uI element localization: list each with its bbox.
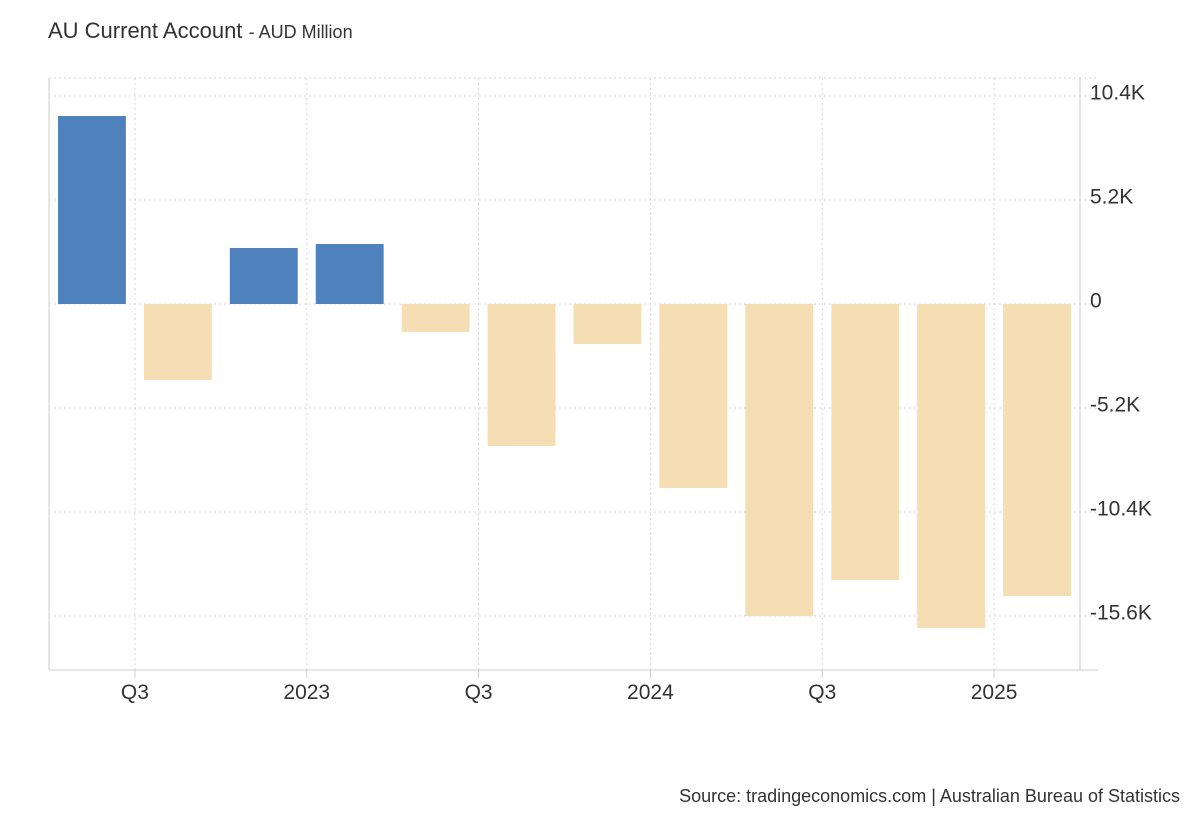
- x-tick-label: Q3: [121, 681, 149, 704]
- bar-2023-q2: [401, 304, 470, 332]
- chart-subtitle: - AUD Million: [248, 22, 353, 42]
- bar-2025-q1: [1003, 304, 1071, 596]
- bar-2022-q4: [229, 248, 298, 304]
- chart-title: AU Current Account - AUD Million: [48, 18, 353, 44]
- bar-2022-q3: [143, 304, 212, 380]
- y-tick-label: 10.4K: [1090, 82, 1145, 105]
- bar-2023-q3: [487, 304, 556, 446]
- y-tick-label: -15.6K: [1090, 602, 1152, 625]
- bar-2023-q4: [573, 304, 642, 344]
- x-tick-label: 2023: [283, 681, 330, 704]
- bar-2024-q1: [659, 304, 728, 488]
- bar-2023-q1: [315, 244, 384, 304]
- y-tick-label: -5.2K: [1090, 394, 1140, 417]
- x-tick-label: Q3: [465, 681, 493, 704]
- bar-2022-q2: [58, 116, 126, 304]
- x-tick-label: 2025: [971, 681, 1018, 704]
- x-tick-label: Q3: [808, 681, 836, 704]
- y-tick-label: 5.2K: [1090, 186, 1133, 209]
- y-tick-label: 0: [1090, 290, 1102, 313]
- bar-2024-q4: [917, 304, 986, 628]
- chart-title-text: AU Current Account: [48, 18, 243, 43]
- bar-2024-q2: [745, 304, 814, 616]
- source-note: Source: tradingeconomics.com | Australia…: [679, 786, 1180, 806]
- y-tick-label: -10.4K: [1090, 498, 1152, 521]
- x-tick-label: 2024: [627, 681, 674, 704]
- bar-2024-q3: [831, 304, 900, 580]
